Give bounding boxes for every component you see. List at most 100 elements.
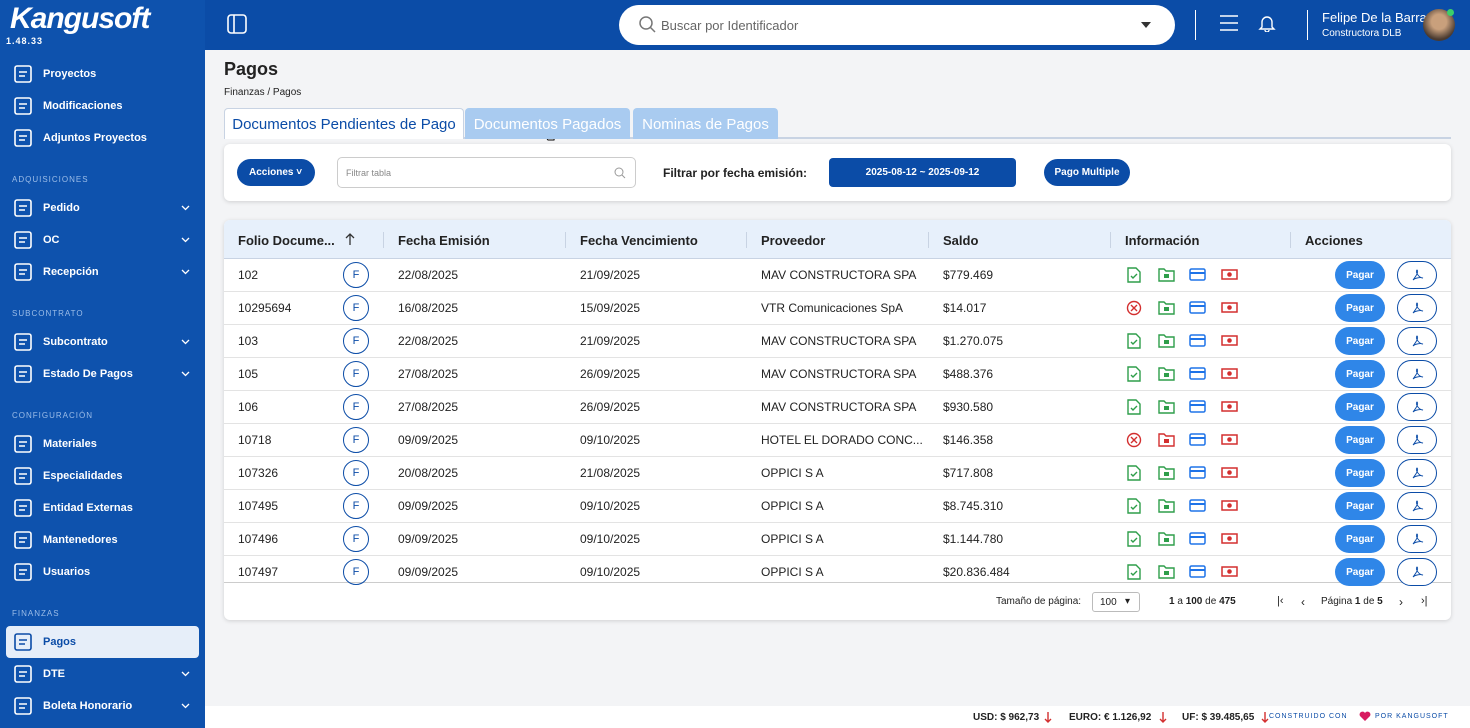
nav-item[interactable]: Adjuntos Proyectos [43,132,147,144]
nav-icon [14,665,32,683]
pay-button[interactable]: Pagar [1335,558,1385,586]
column-header: Folio Docume... [238,233,335,248]
nav-item[interactable]: DTE [43,668,65,680]
folder-ok-icon [1158,499,1175,513]
pay-button[interactable]: Pagar [1335,294,1385,322]
pdf-button[interactable] [1397,492,1437,520]
sort-icon[interactable] [345,233,355,245]
search-box[interactable]: Buscar por Identificador [619,5,1175,45]
doc-type-badge: F [343,526,369,552]
nav-item[interactable]: Subcontrato [43,336,108,348]
cell: 09/09/2025 [398,532,459,546]
pay-button[interactable]: Pagar [1335,492,1385,520]
tab[interactable]: Documentos Pagados [465,108,630,139]
cash-icon [1221,302,1238,313]
card-icon [1189,532,1206,545]
doc-ok-icon [1127,333,1141,349]
page-size-select[interactable]: 100 ▾ [1092,592,1140,612]
nav-icon [14,65,32,83]
doc-type-badge: F [343,493,369,519]
built-with: CONSTRUIDO CON [1269,713,1348,720]
doc-type-badge: F [343,295,369,321]
prev-page[interactable]: ‹ [1301,595,1305,609]
nav-item[interactable]: Mantenedores [43,534,118,546]
exchange-rate: EURO: € 1.126,92 [1069,712,1152,723]
nav-item[interactable]: Proyectos [43,68,97,80]
cell: MAV CONSTRUCTORA SPA [761,367,917,381]
doc-type-badge: F [343,394,369,420]
cell: $488.376 [943,367,994,381]
cell: OPPICI S A [761,466,824,480]
pdf-button[interactable] [1397,393,1437,421]
pay-button[interactable]: Pagar [1335,327,1385,355]
last-page[interactable]: ›| [1421,595,1428,607]
nav-item[interactable]: Especialidades [43,470,123,482]
pay-button[interactable]: Pagar [1335,393,1385,421]
multi-pay-button[interactable]: Pago Multiple [1044,159,1130,186]
doc-ok-icon [1127,465,1141,481]
card-icon [1189,433,1206,446]
cell: 105 [238,367,259,381]
page-size-label: Tamaño de página: [996,596,1082,607]
nav-item[interactable]: Recepción [43,266,99,278]
filter-input[interactable]: Filtrar tabla [337,157,636,188]
row-divider [224,555,1451,556]
cell: 20/08/2025 [398,466,459,480]
user-name: Felipe De la Barra [1322,10,1427,25]
pay-button[interactable]: Pagar [1335,459,1385,487]
nav-icon [14,97,32,115]
column-header: Información [1125,233,1200,248]
menu-icon[interactable] [1220,15,1238,31]
cash-icon [1221,500,1238,511]
cell: 09/09/2025 [398,565,459,579]
folder-ok-icon [1158,532,1175,546]
pay-button[interactable]: Pagar [1335,360,1385,388]
nav-item[interactable]: Estado De Pagos [43,368,133,380]
pdf-button[interactable] [1397,360,1437,388]
pagination-text: 475 [1219,596,1236,607]
chevron [181,205,190,211]
pdf-button[interactable] [1397,525,1437,553]
bell-icon[interactable] [1258,14,1276,32]
column-divider [928,232,929,248]
actions-button[interactable]: Acciones ˅ [237,159,315,186]
column-divider [383,232,384,248]
nav-item[interactable]: Usuarios [43,566,91,578]
tab[interactable]: Nominas de Pagos [633,108,778,139]
cell: $930.580 [943,400,994,414]
row-divider [224,390,1451,391]
exchange-rate: USD: $ 962,73 [973,712,1040,723]
folder-ok-icon [1158,466,1175,480]
nav-item[interactable]: Entidad Externas [43,502,133,514]
nav-item[interactable]: Materiales [43,438,97,450]
doc-type-badge: F [343,559,369,585]
pdf-button[interactable] [1397,558,1437,586]
sidebar-toggle[interactable] [227,14,247,34]
built-by: POR KANGUSOFT [1375,713,1449,720]
pay-button[interactable]: Pagar [1335,525,1385,553]
pdf-button[interactable] [1397,459,1437,487]
nav-item[interactable]: Pedido [43,202,80,214]
nav-item[interactable]: Pagos [43,636,77,648]
pdf-button[interactable] [1397,261,1437,289]
card-icon [1189,268,1206,281]
first-page[interactable]: |‹ [1277,595,1284,607]
nav-item[interactable]: Modificaciones [43,100,123,112]
nav-item[interactable]: Boleta Honorario [43,700,133,712]
date-range-button[interactable]: 2025-08-12 ~ 2025-09-12 [829,158,1016,187]
column-divider [565,232,566,248]
next-page[interactable]: › [1399,595,1403,609]
pay-button[interactable]: Pagar [1335,426,1385,454]
cell: 09/10/2025 [580,499,641,513]
nav-item[interactable]: OC [43,234,60,246]
cell: OPPICI S A [761,499,824,513]
cell: 22/08/2025 [398,334,459,348]
pay-button[interactable]: Pagar [1335,261,1385,289]
cash-icon [1221,533,1238,544]
pdf-button[interactable] [1397,327,1437,355]
card-icon [1189,334,1206,347]
pdf-button[interactable] [1397,426,1437,454]
dropdown-arrow [1141,22,1151,28]
pdf-button[interactable] [1397,294,1437,322]
tab[interactable]: Documentos Pendientes de Pago [224,108,464,139]
